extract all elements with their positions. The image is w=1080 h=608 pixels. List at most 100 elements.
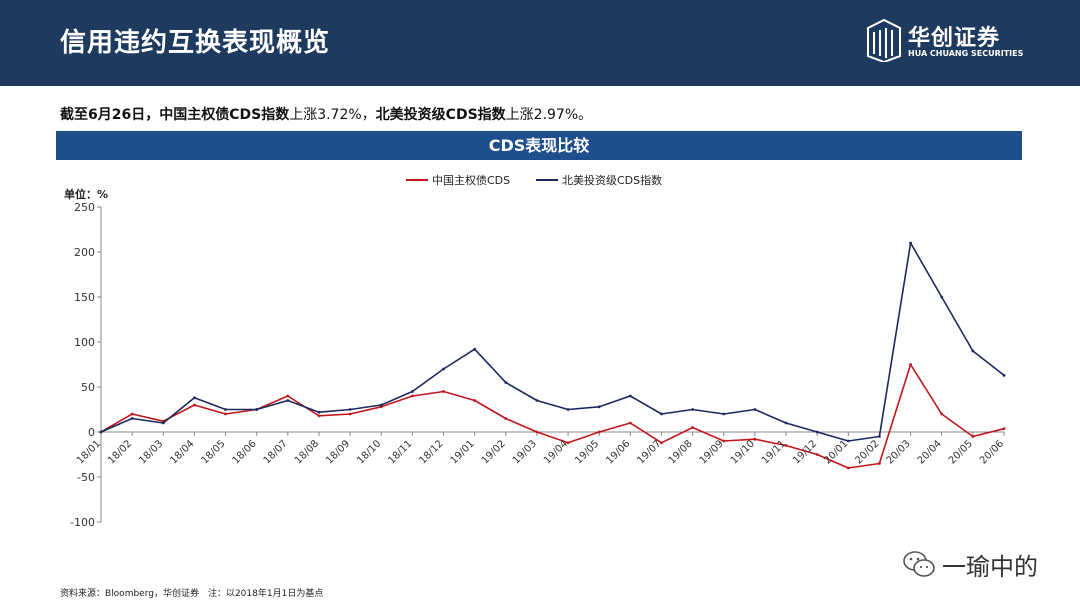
data-point-na	[940, 295, 944, 299]
x-tick-label: 18/12	[417, 438, 445, 466]
data-point-na	[878, 435, 881, 438]
x-tick-label: 18/03	[137, 438, 165, 466]
x-tick-label: 18/02	[106, 438, 134, 466]
data-point-na	[504, 381, 508, 384]
x-tick-label: 19/09	[698, 438, 726, 466]
watermark: 一瑜中的	[876, 545, 1066, 581]
data-point-na	[473, 347, 477, 351]
series-line-na	[100, 242, 1005, 442]
x-tick-label: 20/04	[916, 438, 944, 466]
x-tick-label: 19/05	[573, 438, 601, 466]
data-point-na	[442, 367, 445, 371]
y-tick-label: 150	[74, 291, 95, 304]
watermark-text: 一瑜中的	[942, 553, 1038, 581]
chart-banner: CDS表现比较	[56, 131, 1022, 160]
data-point-na	[379, 403, 383, 407]
data-point-china	[722, 439, 726, 443]
x-tick-label: 19/12	[791, 438, 819, 466]
summary-china-label: 截至6月26日，中国主权债CDS指数	[60, 107, 290, 123]
wechat-icon	[903, 551, 935, 577]
data-point-china	[628, 421, 632, 425]
data-point-china	[846, 466, 850, 470]
y-tick-label: 250	[74, 201, 95, 214]
page-title: 信用违约互换表现概览	[60, 28, 331, 58]
x-tick-label: 19/10	[729, 438, 757, 466]
summary-china-change: 上涨3.72%，	[289, 107, 376, 123]
source-note: 资料来源：Bloomberg，华创证券 注：以2018年1月1日为基点	[60, 589, 324, 599]
x-tick-label: 19/03	[511, 438, 539, 466]
x-tick-label: 20/02	[853, 438, 881, 466]
data-point-na	[193, 396, 196, 400]
data-point-na	[224, 408, 227, 411]
data-point-china	[224, 412, 227, 416]
chart-banner-title: CDS表现比较	[488, 136, 590, 155]
data-point-na	[691, 408, 695, 411]
data-point-china	[815, 453, 819, 456]
data-point-na	[971, 349, 975, 353]
data-point-china	[971, 435, 975, 438]
data-point-na	[317, 410, 321, 414]
data-point-china	[909, 363, 912, 366]
logo-mark-icon	[867, 18, 901, 62]
x-tick-label: 19/07	[635, 438, 663, 466]
data-point-china	[535, 430, 539, 434]
data-point-china	[442, 390, 445, 393]
y-tick-label: 0	[88, 426, 95, 439]
legend-label-na: 北美投资级CDS指数	[562, 173, 662, 187]
data-point-na	[628, 394, 632, 398]
x-tick-label: 18/04	[168, 438, 196, 466]
y-tick-label: -50	[77, 471, 95, 484]
header-bar: 信用违约互换表现概览 华创证券 HUA CHUANG SECURITIES	[0, 0, 1080, 86]
data-point-na	[286, 399, 290, 402]
data-point-china	[597, 430, 601, 434]
data-point-china	[193, 403, 196, 407]
data-point-na	[161, 421, 165, 425]
data-point-na	[722, 412, 726, 416]
data-point-china	[753, 437, 757, 441]
chart-x-tick-labels: 18/01 18/02 18/03 18/04 18/05 18/06 18/07 18/08…	[75, 438, 1006, 466]
y-tick-label: 100	[74, 336, 95, 349]
x-tick-label: 19/08	[667, 438, 695, 466]
y-tick-label: 50	[81, 381, 95, 394]
data-point-na	[784, 421, 788, 425]
data-point-china	[504, 417, 508, 420]
data-point-china	[473, 399, 477, 402]
company-logo: 华创证券 HUA CHUANG SECURITIES	[864, 18, 1064, 68]
data-point-na	[815, 430, 819, 434]
data-point-china	[317, 414, 321, 418]
chart-unit-label: 单位：%	[64, 187, 108, 201]
summary-na-label: 北美投资级CDS指数	[375, 107, 506, 123]
data-point-na	[255, 408, 259, 411]
data-point-na	[348, 408, 352, 411]
data-point-na	[99, 430, 103, 434]
x-tick-label: 18/10	[355, 438, 383, 466]
x-tick-label: 18/06	[231, 438, 259, 466]
data-point-na	[753, 408, 757, 411]
x-tick-label: 18/09	[324, 438, 352, 466]
data-point-na	[566, 408, 570, 411]
data-point-na	[846, 439, 850, 443]
legend-label-china: 中国主权债CDS	[432, 173, 510, 187]
x-tick-label: 18/07	[262, 438, 290, 466]
y-tick-label: 200	[74, 246, 95, 259]
summary-text: 截至6月26日，中国主权债CDS指数上涨3.72%，北美投资级CDS指数上涨2.…	[60, 104, 592, 124]
data-point-china	[691, 426, 695, 429]
data-point-na	[909, 241, 912, 245]
chart-series-group	[99, 241, 1006, 470]
data-point-china	[410, 394, 414, 398]
x-tick-label: 20/06	[978, 438, 1006, 466]
chart-container: 中国主权债CDS 北美投资级CDS指数 单位：% -100 -50 0 50 100 15…	[56, 166, 1022, 548]
summary-na-change: 上涨2.97%。	[505, 107, 593, 123]
data-point-china	[784, 444, 788, 447]
x-tick-label: 19/06	[604, 438, 632, 466]
x-tick-label: 18/05	[200, 438, 228, 466]
x-tick-label: 19/04	[542, 438, 570, 466]
data-point-china	[566, 441, 570, 445]
x-tick-label: 18/11	[386, 438, 414, 466]
data-point-china	[660, 441, 663, 445]
logo-cn-name: 华创证券	[908, 26, 1001, 51]
data-point-china	[130, 412, 134, 416]
cds-line-chart: 中国主权债CDS 北美投资级CDS指数 单位：% -100 -50 0 50 100 15…	[64, 173, 1006, 529]
x-tick-label: 20/03	[885, 438, 913, 466]
data-point-china	[1002, 427, 1006, 431]
